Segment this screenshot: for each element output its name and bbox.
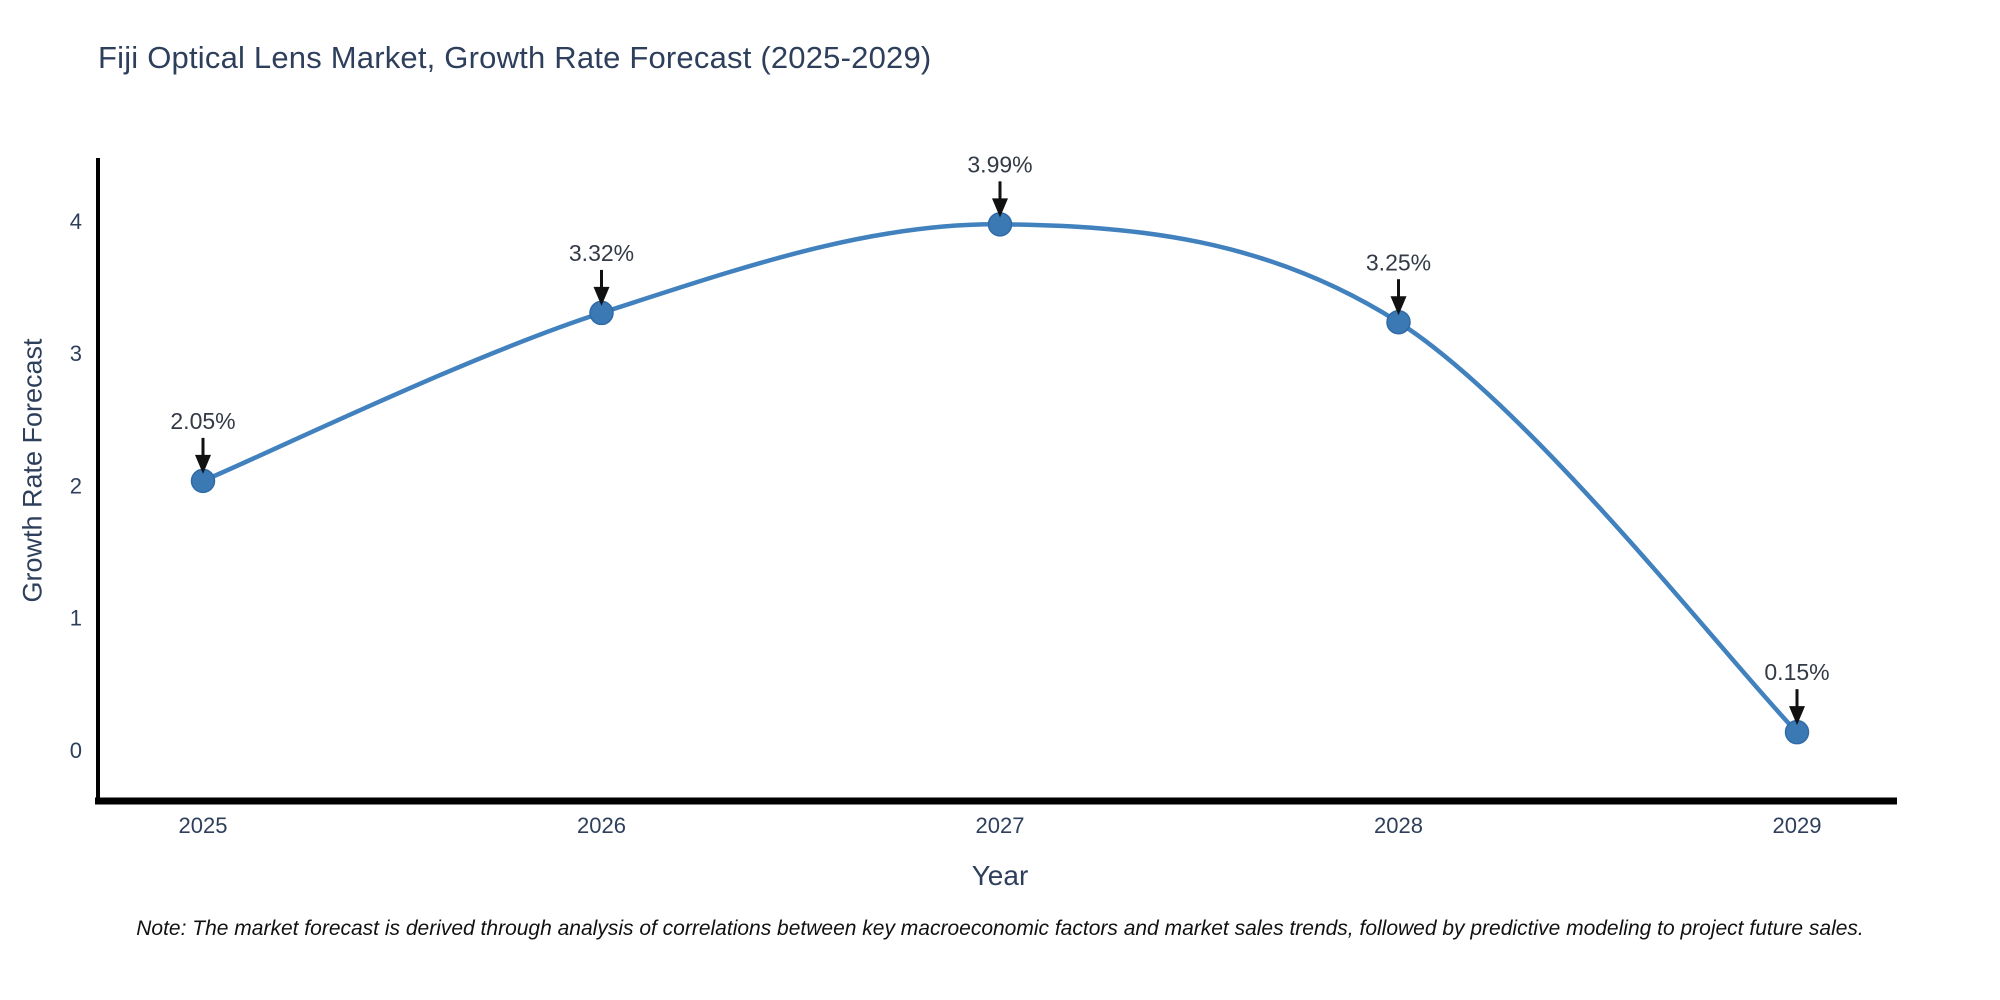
x-tick-label: 2025 [179,813,228,838]
annotation-arrow-head [1390,296,1407,316]
forecast-line [200,222,1800,735]
annotation-arrow-head [593,286,610,306]
footnote: Note: The market forecast is derived thr… [136,917,1864,940]
x-axis-title: Year [971,860,1029,891]
data-point-label: 0.15% [1764,659,1829,685]
y-tick-label: 2 [70,473,82,498]
annotation-arrow-head [195,454,211,474]
x-tick-label: 2028 [1374,813,1423,838]
data-point-label: 3.99% [967,151,1032,177]
y-axis-title: Growth Rate Forecast [17,338,48,603]
chart-title: Fiji Optical Lens Market, Growth Rate Fo… [98,40,932,75]
y-tick-label: 4 [70,209,82,234]
y-tick-label: 0 [70,738,82,763]
x-tick-label: 2026 [577,813,626,838]
data-point-label: 2.05% [170,408,235,434]
annotation-arrow-head [992,198,1008,218]
y-tick-label: 3 [70,341,82,366]
x-tick-label: 2029 [1773,813,1822,838]
y-tick-label: 1 [70,606,82,631]
data-point-label: 3.32% [569,240,634,266]
annotation-arrow-head [1789,706,1805,726]
data-point-label: 3.25% [1366,249,1431,275]
x-tick-label: 2027 [976,813,1025,838]
